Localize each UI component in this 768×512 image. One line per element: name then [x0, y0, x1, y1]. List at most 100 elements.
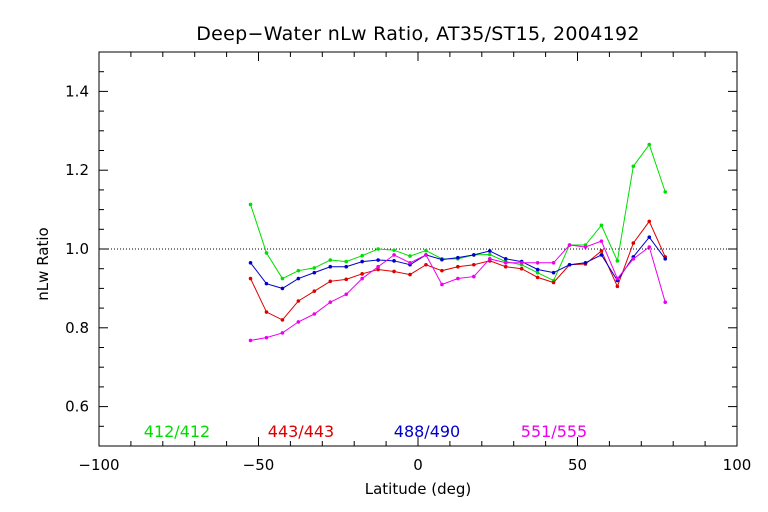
data-point	[376, 267, 380, 272]
data-point	[296, 320, 301, 324]
data-point	[392, 248, 396, 252]
data-point	[280, 286, 285, 291]
data-point	[631, 257, 636, 261]
data-point	[248, 260, 253, 265]
data-point	[599, 253, 604, 257]
data-point	[615, 284, 620, 289]
data-point	[535, 270, 540, 275]
data-point	[535, 267, 540, 272]
legend-label: 551/555	[521, 422, 587, 441]
data-point	[312, 312, 317, 316]
data-point	[551, 270, 556, 275]
series-412-412	[248, 142, 668, 283]
data-point	[487, 249, 492, 253]
y-tick-label: 1.2	[65, 161, 89, 179]
data-point	[551, 280, 556, 285]
data-point	[599, 249, 604, 253]
data-point	[519, 266, 524, 271]
data-point	[647, 219, 652, 224]
data-point	[264, 281, 269, 286]
x-axis-label: Latitude (deg)	[365, 480, 471, 498]
data-point	[296, 299, 301, 303]
data-point	[551, 260, 556, 265]
data-point	[647, 142, 652, 147]
data-point	[615, 276, 620, 281]
data-point	[360, 253, 364, 258]
data-point	[280, 276, 285, 281]
data-point	[503, 257, 508, 261]
series-551-555	[248, 239, 668, 343]
data-point	[344, 277, 349, 282]
data-point	[408, 254, 412, 258]
data-point	[647, 245, 652, 249]
data-point	[392, 253, 396, 257]
series-443-443	[248, 219, 668, 322]
y-tick-label: 0.8	[65, 319, 89, 337]
legend-label: 443/443	[268, 422, 334, 441]
data-point	[503, 264, 508, 269]
data-point	[647, 235, 652, 239]
data-point	[392, 259, 396, 263]
data-point	[312, 289, 317, 293]
x-tick-label: −50	[243, 456, 275, 474]
data-point	[599, 239, 604, 243]
data-point	[328, 279, 333, 284]
data-point	[264, 335, 269, 340]
data-point	[328, 264, 333, 269]
data-point	[456, 255, 460, 260]
data-point	[280, 318, 285, 322]
data-point	[631, 241, 636, 245]
data-point	[408, 272, 412, 277]
data-point	[440, 282, 444, 287]
data-point	[663, 257, 668, 261]
data-point	[487, 252, 492, 257]
data-point	[344, 259, 349, 264]
data-point	[296, 268, 301, 273]
data-point	[535, 260, 540, 265]
data-point	[487, 257, 492, 261]
legend-label: 412/412	[144, 422, 210, 441]
data-point	[583, 245, 588, 249]
data-point	[376, 264, 380, 269]
y-tick-label: 1.0	[65, 240, 89, 258]
data-point	[328, 258, 333, 262]
series-line	[250, 220, 666, 321]
data-point	[360, 272, 364, 276]
data-point	[440, 268, 444, 273]
data-point	[424, 248, 428, 253]
data-point	[472, 274, 476, 279]
data-point	[264, 310, 269, 314]
x-tick-label: −100	[78, 456, 119, 474]
data-point	[615, 259, 620, 263]
data-point	[424, 253, 428, 257]
data-point	[583, 260, 588, 265]
data-point	[663, 300, 668, 304]
legend-label: 488/490	[394, 422, 460, 441]
y-axis-label: nLw Ratio	[34, 227, 52, 300]
data-point	[344, 292, 349, 297]
data-point	[392, 269, 396, 274]
data-point	[360, 276, 364, 281]
data-point	[312, 266, 317, 270]
data-point	[376, 247, 380, 251]
data-point	[472, 253, 476, 257]
data-point	[280, 331, 285, 335]
y-tick-label: 1.4	[65, 82, 89, 100]
x-tick-label: 100	[723, 456, 752, 474]
data-point	[456, 276, 460, 281]
data-point	[519, 260, 524, 265]
data-point	[312, 270, 317, 275]
data-point	[296, 276, 301, 281]
chart-title: Deep−Water nLw Ratio, AT35/ST15, 2004192	[196, 23, 640, 45]
data-point	[631, 164, 636, 169]
data-point	[472, 262, 476, 267]
data-point	[408, 260, 412, 265]
data-point	[248, 338, 253, 343]
x-tick-label: 0	[413, 456, 423, 474]
y-tick-label: 0.6	[65, 398, 89, 416]
data-point	[328, 300, 333, 304]
data-point	[344, 264, 349, 269]
data-point	[567, 262, 572, 267]
data-point	[440, 257, 444, 262]
